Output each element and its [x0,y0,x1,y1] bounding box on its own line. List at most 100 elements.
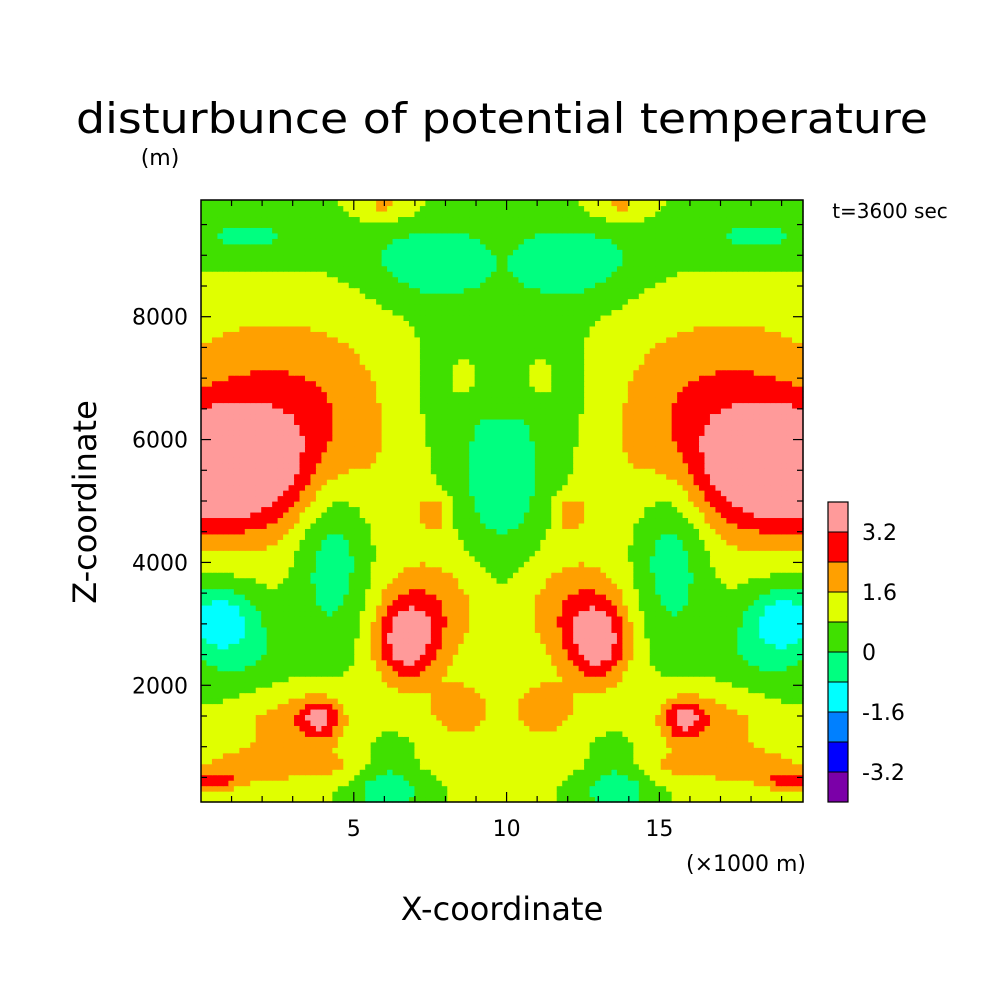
contour-cell [622,687,629,694]
contour-cell [447,643,454,650]
contour-cell [622,555,629,562]
contour-cell [239,730,246,737]
contour-cell [731,763,738,770]
contour-cell [792,659,799,666]
contour-cell [447,670,454,677]
contour-cell [775,714,782,721]
contour-cell [441,780,448,787]
contour-cell [376,785,383,792]
contour-cell [671,615,678,622]
contour-cell [469,741,476,748]
contour-cell [649,637,656,644]
contour-cell [299,774,306,781]
contour-cell [359,621,366,628]
contour-cell [622,583,629,590]
contour-cell [584,725,591,732]
contour-cell [315,703,322,710]
contour-cell [567,583,574,590]
contour-cell [786,687,793,694]
contour-cell [441,648,448,655]
contour-cell [469,665,476,672]
contour-cell [294,676,301,683]
contour-cell [228,604,235,612]
contour-cell [436,741,443,748]
contour-cell [452,654,459,661]
contour-cell [660,687,667,694]
contour-cell [638,785,645,792]
contour-cell [699,719,706,726]
contour-cell [775,594,782,601]
contour-cell [688,632,695,639]
contour-cell [480,687,487,694]
contour-cell [485,791,492,798]
contour-cell [206,572,213,579]
contour-cell [408,681,416,688]
contour-cell [611,555,618,562]
contour-cell [419,769,426,776]
contour-cell [715,763,722,770]
contour-cell [365,752,372,759]
contour-cell [376,599,383,606]
contour-cell [627,681,634,688]
contour-cell [425,588,432,595]
contour-cell [354,610,361,617]
contour-cell [567,692,574,699]
contour-cell [370,665,377,672]
contour-cell [206,561,213,568]
contour-cell [742,604,749,612]
contour-cell [786,780,793,787]
contour-cell [534,747,541,754]
contour-cell [518,566,525,573]
contour-cell [556,577,563,584]
contour-cell [764,708,771,716]
contour-cell [518,785,525,792]
contour-cell [649,566,656,573]
contour-cell [398,561,405,568]
contour-cell [622,670,629,677]
contour-cell [387,621,394,628]
contour-cell [759,719,766,726]
contour-cell [299,747,306,754]
contour-cell [759,599,766,606]
contour-cell [622,692,629,699]
contour-cell [398,681,405,688]
contour-cell [332,621,339,628]
contour-cell [496,621,503,628]
contour-cell [337,648,344,655]
contour-cell [348,604,355,612]
contour-cell [387,736,394,743]
contour-cell [638,621,645,628]
contour-cell [677,714,684,721]
contour-cell [430,676,437,683]
contour-cell [310,648,317,655]
contour-cell [748,643,755,650]
contour-cell [250,659,257,666]
contour-cell [671,763,678,770]
contour-cell [677,588,684,595]
contour-cell [677,785,684,792]
contour-cell [469,626,476,633]
contour-cell [649,703,656,710]
contour-cell [304,659,312,666]
contour-cell [436,550,443,557]
contour-cell [638,676,645,683]
contour-cell [469,763,476,770]
contour-cell [507,708,514,716]
contour-cell [715,643,722,650]
contour-cell [502,747,509,754]
contour-cell [469,730,476,737]
contour-cell [753,572,760,579]
contour-cell [545,708,552,716]
contour-cell [294,780,301,787]
contour-cell [463,741,470,748]
contour-cell [441,577,448,584]
contour-cell [370,719,377,726]
contour-cell [720,703,727,710]
contour-cell [222,583,229,590]
contour-cell [616,698,623,705]
contour-cell [655,780,662,787]
contour-cell [496,588,503,595]
contour-cell [277,615,284,622]
contour-cell [343,692,350,699]
contour-cell [781,615,788,622]
